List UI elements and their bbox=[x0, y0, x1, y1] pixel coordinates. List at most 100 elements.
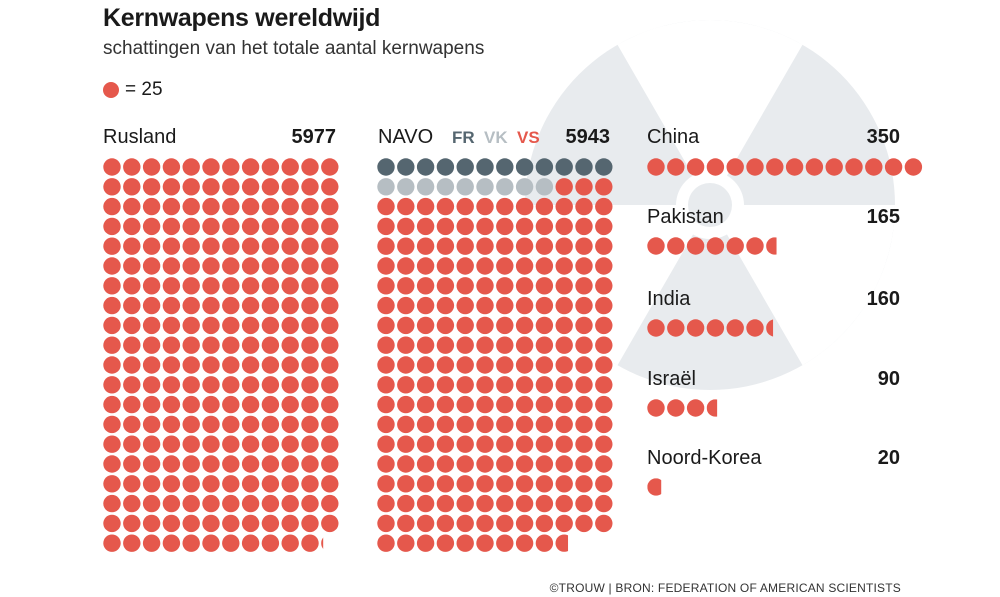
nato-vs-dot bbox=[575, 514, 593, 533]
russia-dot bbox=[103, 237, 121, 255]
russia-dot bbox=[123, 336, 141, 354]
russia-dot bbox=[222, 514, 240, 533]
nato-vs-dot bbox=[535, 494, 554, 513]
russia-dot bbox=[202, 415, 220, 434]
nato-vs-dot bbox=[535, 257, 554, 275]
nato-vs-dot bbox=[377, 376, 395, 394]
nato-vs-dot bbox=[476, 237, 494, 255]
nato-vs-dot bbox=[416, 475, 435, 493]
russia-dot bbox=[182, 494, 200, 513]
nato-vs-dot bbox=[476, 277, 494, 295]
nato-vs-dot bbox=[535, 356, 554, 374]
nato-vs-dot bbox=[456, 376, 474, 394]
russia-dot bbox=[103, 395, 121, 414]
russia-dot bbox=[241, 158, 260, 176]
russia-dot bbox=[103, 296, 121, 315]
chart-subtitle: schattingen van het totale aantal kernwa… bbox=[103, 38, 485, 59]
russia-dot bbox=[123, 158, 141, 176]
nato-vs-dot bbox=[496, 356, 514, 374]
nato-vs-dot bbox=[377, 336, 395, 354]
nato-vs-dot bbox=[456, 514, 474, 533]
nato-fr-dot bbox=[575, 158, 593, 176]
india-dot bbox=[647, 319, 665, 337]
nato-vs-dot bbox=[595, 435, 613, 453]
nato-vs-dot bbox=[496, 376, 514, 394]
russia-dot bbox=[182, 475, 200, 493]
vs-label: VS bbox=[517, 128, 540, 147]
russia-dot bbox=[162, 217, 181, 236]
nato-vs-dot bbox=[575, 296, 593, 315]
russia-dot bbox=[301, 475, 319, 493]
nato-vs-dot bbox=[496, 316, 514, 335]
russia-dot bbox=[241, 336, 260, 354]
nato-vs-dot bbox=[436, 395, 455, 414]
nato-vs-dot bbox=[555, 415, 573, 434]
nato-vs-dot bbox=[416, 376, 435, 394]
russia-dot bbox=[222, 415, 240, 434]
russia-dot bbox=[123, 178, 141, 196]
nato-vs-dot bbox=[456, 395, 474, 414]
nato-vs-dot bbox=[595, 514, 613, 533]
nato-vs-dot bbox=[397, 296, 415, 315]
nato-vs-dot bbox=[377, 217, 395, 236]
nato-vs-dot bbox=[496, 435, 514, 453]
pakistan-dot-partial bbox=[766, 237, 777, 255]
nato-vs-dot bbox=[476, 395, 494, 414]
russia-dot bbox=[222, 475, 240, 493]
russia-dot bbox=[103, 316, 121, 335]
nato-vs-dot bbox=[535, 217, 554, 236]
nato-vs-dot bbox=[397, 217, 415, 236]
russia-dot bbox=[222, 336, 240, 354]
nato-vs-dot bbox=[535, 415, 554, 434]
nato-vs-dot bbox=[595, 376, 613, 394]
russia-dot bbox=[301, 296, 319, 315]
russia-dot bbox=[162, 415, 181, 434]
russia-dot bbox=[142, 475, 161, 493]
russia-dot bbox=[222, 356, 240, 374]
russia-dot bbox=[241, 494, 260, 513]
nato-vs-dot bbox=[535, 435, 554, 453]
russia-dot bbox=[301, 356, 319, 374]
russia-dot bbox=[202, 475, 220, 493]
russia-dot bbox=[241, 395, 260, 414]
nato-vs-dot bbox=[436, 197, 455, 216]
russia-dot bbox=[123, 435, 141, 453]
nato-vk-dot bbox=[436, 178, 455, 196]
nato-vs-dot bbox=[595, 197, 613, 216]
nato-vs-dot bbox=[535, 336, 554, 354]
russia-dot bbox=[202, 455, 220, 473]
russia-dot bbox=[281, 197, 299, 216]
nato-vs-dot bbox=[575, 336, 593, 354]
russia-dot bbox=[182, 356, 200, 374]
nato-value: 5943 bbox=[565, 126, 611, 148]
russia-dot bbox=[202, 494, 220, 513]
nato-vk-dot bbox=[496, 178, 514, 196]
russia-dot bbox=[103, 336, 121, 354]
russia-dot bbox=[321, 257, 339, 275]
russia-dot bbox=[103, 514, 121, 533]
nato-vs-dot bbox=[397, 257, 415, 275]
nato-vs-dot bbox=[595, 455, 613, 473]
isral-dot bbox=[667, 399, 685, 417]
nato-vs-dot bbox=[416, 494, 435, 513]
nato-vs-dot bbox=[476, 296, 494, 315]
russia-dot bbox=[162, 455, 181, 473]
india-dot bbox=[706, 319, 725, 337]
nato-vs-dot bbox=[476, 336, 494, 354]
nato-vs-dot bbox=[555, 217, 573, 236]
russia-dot bbox=[162, 376, 181, 394]
russia-dot bbox=[301, 494, 319, 513]
nato-vs-dot bbox=[496, 494, 514, 513]
nato-vs-dot bbox=[595, 336, 613, 354]
nato-vs-dot bbox=[555, 257, 573, 275]
russia-dot bbox=[261, 376, 280, 394]
russia-dot bbox=[142, 455, 161, 473]
china-value: 350 bbox=[866, 126, 900, 148]
russia-dot bbox=[182, 296, 200, 315]
russia-dot bbox=[281, 435, 299, 453]
nato-vs-dot bbox=[436, 435, 455, 453]
russia-dot bbox=[222, 316, 240, 335]
russia-dot bbox=[281, 316, 299, 335]
nato-vs-dot bbox=[555, 356, 573, 374]
